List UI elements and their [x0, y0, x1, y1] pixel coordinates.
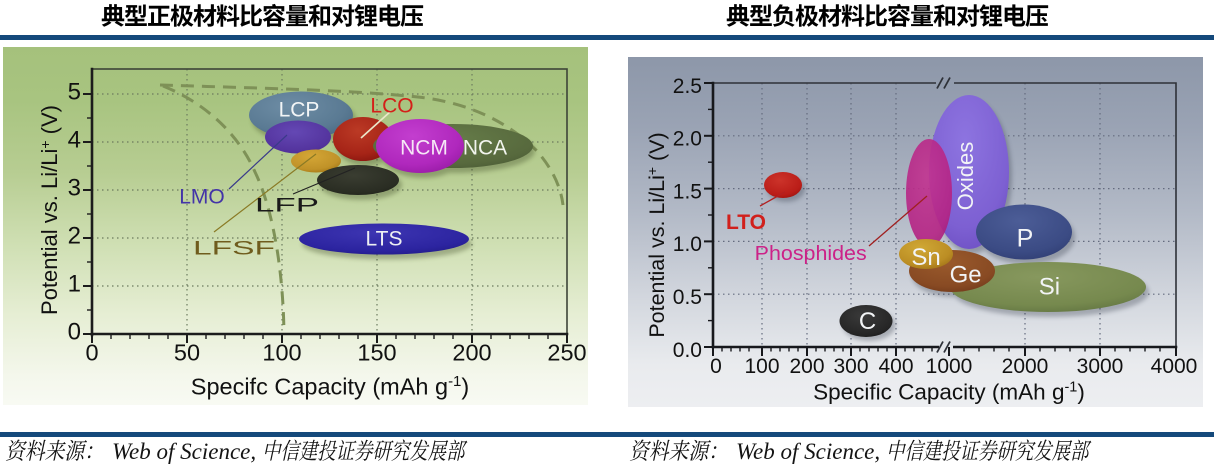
svg-text:0.5: 0.5: [673, 286, 702, 309]
svg-text:200: 200: [789, 355, 824, 378]
svg-text:LCP: LCP: [279, 99, 320, 122]
svg-text:LFSF: LFSF: [193, 239, 275, 260]
svg-text:2: 2: [68, 223, 81, 250]
svg-text:4: 4: [68, 127, 81, 154]
svg-text:LMO: LMO: [179, 186, 225, 209]
svg-text:1000: 1000: [926, 355, 973, 378]
svg-text:Phosphides: Phosphides: [755, 243, 867, 265]
svg-text:250: 250: [547, 340, 586, 366]
svg-text:LCO: LCO: [370, 95, 413, 118]
svg-text:50: 50: [174, 340, 200, 366]
svg-text:LTS: LTS: [366, 228, 403, 251]
svg-text:0: 0: [710, 355, 722, 378]
svg-text:Web of Science,: Web of Science,: [112, 439, 256, 464]
svg-text:150: 150: [357, 340, 396, 366]
svg-text:5: 5: [68, 79, 81, 106]
svg-text:2000: 2000: [1002, 355, 1049, 378]
svg-text:P: P: [1017, 225, 1034, 253]
svg-text:3000: 3000: [1077, 355, 1124, 378]
svg-text:LTO: LTO: [726, 211, 766, 234]
svg-text:1: 1: [68, 271, 81, 298]
svg-text:Potential vs. Li/Li+ (V): Potential vs. Li/Li+ (V): [37, 105, 62, 315]
svg-text:Ge: Ge: [950, 262, 982, 289]
svg-text:LFP: LFP: [255, 196, 319, 217]
svg-text:300: 300: [833, 355, 868, 378]
svg-text:Specific Capacity (mAh g-1): Specific Capacity (mAh g-1): [813, 380, 1085, 405]
svg-text:NCM: NCM: [400, 137, 448, 160]
svg-text:2.0: 2.0: [673, 128, 702, 151]
svg-text:C: C: [859, 308, 876, 335]
svg-text:Potential vs. Li/Li+ (V): Potential vs. Li/Li+ (V): [644, 132, 669, 337]
svg-text:0: 0: [85, 340, 98, 366]
svg-text:Web of Science,: Web of Science,: [736, 439, 880, 464]
svg-text:3: 3: [68, 175, 81, 202]
svg-text:NCA: NCA: [463, 137, 507, 160]
svg-text:100: 100: [744, 355, 779, 378]
svg-text:1.0: 1.0: [673, 233, 702, 256]
svg-text:400: 400: [878, 355, 913, 378]
svg-text:4000: 4000: [1151, 355, 1198, 378]
svg-text:0.0: 0.0: [673, 339, 702, 362]
svg-text:Oxides: Oxides: [953, 142, 978, 210]
svg-text:Specifc Capacity (mAh g-1): Specifc Capacity (mAh g-1): [191, 373, 469, 400]
svg-text:1.5: 1.5: [673, 180, 702, 203]
svg-text:Si: Si: [1039, 274, 1060, 301]
svg-text:0: 0: [68, 319, 81, 346]
svg-text:100: 100: [262, 340, 301, 366]
svg-text:2.5: 2.5: [673, 75, 702, 98]
svg-text:200: 200: [452, 340, 491, 366]
svg-text:Sn: Sn: [911, 244, 940, 271]
